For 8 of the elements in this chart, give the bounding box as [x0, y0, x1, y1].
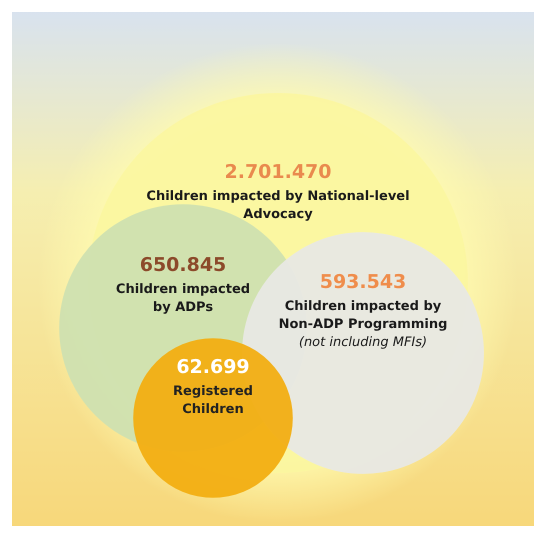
category-label: Registered Children [173, 384, 253, 417]
data-label: 650.845 [140, 254, 226, 276]
category-label: Children impacted by ADPs [116, 282, 250, 315]
category-label: Children impacted by National-level Advocacy [146, 189, 410, 222]
data-label: 62.699 [176, 356, 250, 378]
data-label: 2.701.470 [224, 161, 332, 183]
category-label: Children impacted by Non-ADP Programming (not including MFIs) [278, 299, 448, 350]
data-label: 593.543 [320, 271, 406, 293]
